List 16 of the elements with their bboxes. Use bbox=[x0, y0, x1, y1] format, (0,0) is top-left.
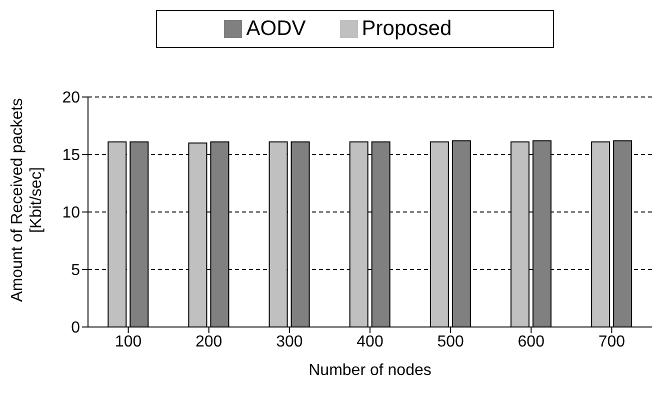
x-tick-label: 100 bbox=[114, 333, 142, 350]
y-tick-label: 15 bbox=[62, 147, 80, 164]
x-tick-label: 500 bbox=[437, 333, 464, 350]
legend-label: Proposed bbox=[362, 17, 452, 40]
y-tick-label: 20 bbox=[62, 90, 80, 107]
x-tick-label: 300 bbox=[276, 333, 303, 350]
y-tick-label: 10 bbox=[62, 204, 80, 222]
x-tick-label: 700 bbox=[598, 333, 626, 350]
y-axis-title: Amount of Received packets [Kbit/sec] bbox=[9, 98, 45, 302]
legend-label: AODV bbox=[246, 17, 306, 40]
y-tick-label: 5 bbox=[71, 262, 80, 280]
y-tick-label: 0 bbox=[71, 320, 80, 337]
x-tick-label: 600 bbox=[518, 333, 545, 350]
x-tick-label: 200 bbox=[196, 333, 222, 350]
x-tick-label: 400 bbox=[356, 333, 384, 350]
x-axis-title: Number of nodes bbox=[308, 362, 432, 379]
